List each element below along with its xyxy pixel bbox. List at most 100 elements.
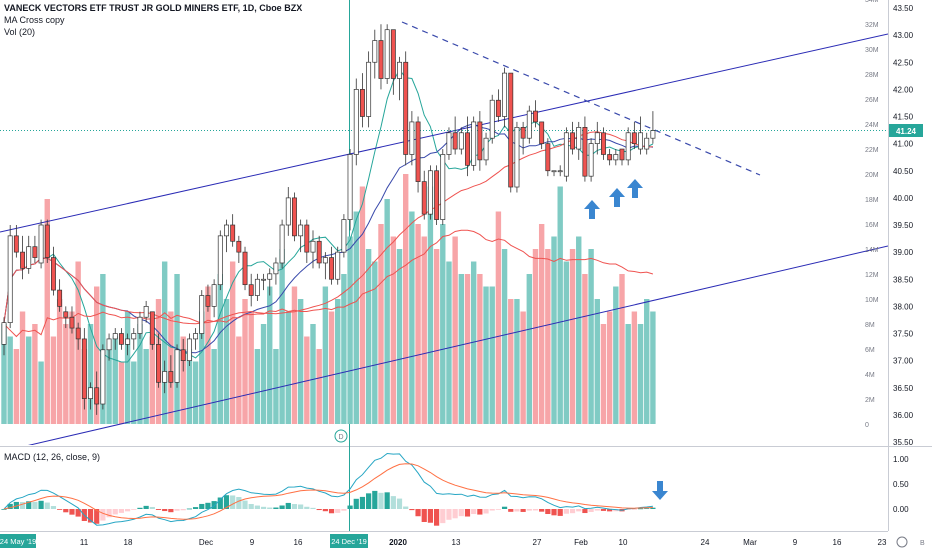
time-tick-label: Dec	[199, 538, 213, 547]
volume-bar	[403, 174, 409, 424]
macd-histogram-bar	[69, 509, 75, 515]
arrow-up-icon[interactable]	[584, 200, 600, 219]
left-date-badge: 24 May '19	[0, 534, 36, 548]
volume-bar	[551, 236, 557, 424]
macd-histogram-bar	[625, 509, 631, 510]
candle-body	[625, 132, 631, 161]
chart-legend: VANECK VECTORS ETF TRUST JR GOLD MINERS …	[4, 3, 302, 462]
macd-histogram-bar	[458, 509, 464, 517]
indicator-ma-cross[interactable]: MA Cross copy	[4, 15, 65, 25]
dividend-marker[interactable]: D	[334, 429, 348, 443]
candle-body	[316, 240, 322, 264]
time-axis[interactable]: 11 18 Dec 9 16 2020 13 27 Feb 10 24 Mar 9 16 23	[80, 538, 887, 547]
macd-histogram-bar	[316, 509, 322, 511]
volume-tick-label: 10M	[865, 297, 879, 304]
macd-histogram-bar	[285, 502, 291, 509]
last-price-value: 41.24	[896, 127, 917, 136]
volume-tick-label: 34M	[865, 0, 879, 4]
descending-trendline[interactable]	[401, 21, 761, 176]
volume-bar	[372, 261, 378, 424]
candle-body	[1, 322, 7, 345]
volume-bar	[254, 349, 261, 424]
channel-upper-line[interactable]	[0, 33, 888, 233]
candle-body	[273, 262, 279, 275]
channel-lower-line[interactable]	[0, 245, 888, 452]
moving-averages-layer	[3, 68, 654, 363]
time-tick-label: 24	[701, 538, 710, 547]
volume-bar	[532, 249, 539, 424]
macd-histogram-bar	[471, 509, 477, 515]
candle-body	[390, 29, 396, 79]
macd-histogram-bar	[279, 505, 285, 509]
volume-tick-label: 18M	[865, 197, 879, 204]
macd-histogram-bar	[180, 509, 186, 511]
arrow-down-icon[interactable]	[652, 481, 668, 500]
volume-bar	[180, 336, 186, 424]
macd-histogram-bar	[13, 501, 19, 509]
gear-icon[interactable]	[896, 536, 908, 548]
macd-histogram-bar	[32, 501, 38, 509]
candle-body	[446, 132, 452, 155]
macd-histogram-bar	[125, 509, 131, 512]
candle-body	[94, 387, 100, 405]
candle-body	[57, 289, 63, 307]
volume-bar	[569, 249, 576, 424]
last-price-badge: 41.24	[889, 124, 923, 137]
candle-body	[582, 126, 588, 177]
volume-bar	[291, 286, 298, 424]
candle-body	[50, 257, 56, 291]
macd-histogram-bar	[205, 502, 211, 509]
price-axis[interactable]: 43.50 43.00 42.50 42.00 41.50 41.00 40.50 40.00…	[893, 4, 914, 447]
volume-bar	[378, 224, 384, 424]
candle-body	[341, 219, 347, 253]
price-tick-label: 42.50	[893, 58, 914, 67]
volume-bar	[322, 286, 329, 424]
price-tick-label: 42.00	[893, 85, 914, 94]
macd-histogram-bar	[341, 509, 347, 511]
candle-body	[533, 110, 538, 123]
time-tick-label: 16	[294, 538, 303, 547]
macd-histogram-bar	[551, 509, 557, 516]
volume-bar	[520, 311, 526, 424]
volume-bar	[619, 274, 625, 424]
macd-histogram-bar	[396, 498, 403, 509]
macd-histogram-bar	[186, 508, 192, 510]
macd-histogram-bar	[149, 506, 155, 509]
macd-histogram-bar	[359, 496, 366, 509]
volume-bar	[285, 311, 291, 424]
arrow-up-icon[interactable]	[627, 179, 643, 198]
volume-bar	[87, 324, 94, 424]
candle-body	[13, 235, 19, 253]
volume-bar	[409, 211, 415, 424]
arrow-up-icon[interactable]	[609, 188, 625, 207]
candle-body	[285, 197, 291, 226]
volume-bar	[594, 299, 600, 424]
volume-bar	[514, 299, 520, 424]
volume-bar	[452, 236, 458, 424]
volume-tick-label: 32M	[865, 22, 879, 29]
indicator-volume[interactable]: Vol (20)	[4, 27, 35, 37]
macd-histogram-bar	[644, 508, 650, 510]
candle-body	[335, 251, 341, 280]
candle-body	[186, 338, 192, 361]
volume-bar	[631, 311, 638, 424]
candle-body	[372, 40, 378, 63]
candle-body	[254, 278, 260, 296]
macd-axis[interactable]: 1.00 0.50 0.00	[893, 455, 909, 514]
indicator-macd[interactable]: MACD (12, 26, close, 9)	[4, 452, 100, 462]
macd-tick-label: 0.00	[893, 505, 909, 514]
volume-tick-label: 24M	[865, 122, 879, 129]
candle-body	[81, 338, 87, 399]
volume-bar	[217, 274, 223, 424]
volume-bar	[606, 311, 613, 424]
macd-histogram-bar	[248, 504, 254, 509]
volume-bar	[149, 336, 156, 424]
volume-bar	[63, 324, 69, 424]
auto-scale-toggle[interactable]: B	[920, 540, 925, 547]
macd-histogram-bar	[520, 509, 526, 512]
macd-histogram-bar	[211, 501, 217, 509]
price-tick-label: 35.50	[893, 438, 914, 447]
candle-body	[644, 137, 650, 150]
macd-histogram-bar	[118, 509, 125, 513]
